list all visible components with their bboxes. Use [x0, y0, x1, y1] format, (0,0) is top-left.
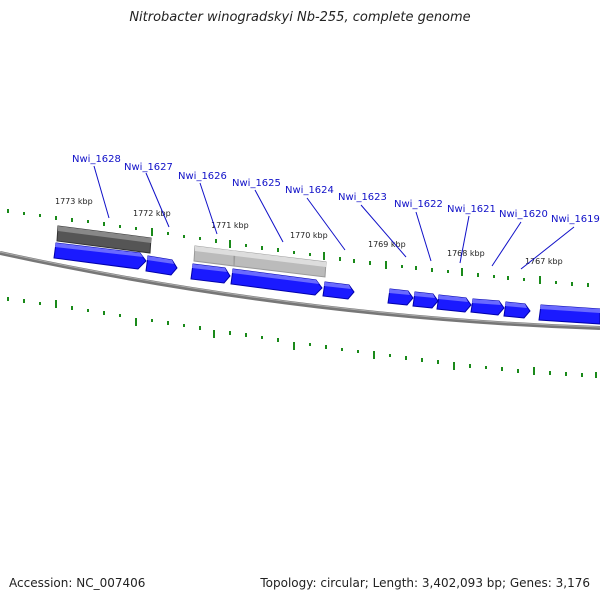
inner-tick-ring — [7, 297, 597, 378]
tick-label-1768: 1768 kbp — [447, 249, 485, 258]
gene-labels: Nwi_1628 Nwi_1627 Nwi_1626 Nwi_1625 Nwi_… — [72, 154, 600, 225]
tick-label-1770: 1770 kbp — [290, 231, 328, 240]
gene-label-nwi-1620[interactable]: Nwi_1620 — [499, 209, 548, 220]
gene-label-nwi-1625[interactable]: Nwi_1625 — [232, 178, 281, 189]
cds-feature-dark-shade — [58, 226, 151, 243]
accession-text: Accession: NC_007406 — [9, 576, 146, 590]
gene-label-nwi-1619[interactable]: Nwi_1619 — [551, 214, 600, 225]
map-title: Nitrobacter winogradskyi Nb-255, complet… — [129, 10, 471, 25]
cds-features — [56, 225, 327, 278]
tick-label-1767: 1767 kbp — [525, 257, 563, 266]
tick-label-1771: 1771 kbp — [211, 221, 249, 230]
genome-summary-text: Topology: circular; Length: 3,402,093 bp… — [260, 576, 590, 590]
tick-labels: 1773 kbp 1772 kbp 1771 kbp 1770 kbp 1769… — [55, 197, 563, 266]
gene-highlights — [55, 243, 600, 313]
genome-backbone — [0, 251, 600, 330]
gene-label-nwi-1623[interactable]: Nwi_1623 — [338, 192, 387, 203]
outer-tick-ring — [7, 209, 589, 287]
cds-feature-light-shade — [195, 246, 326, 267]
tick-label-1772: 1772 kbp — [133, 209, 171, 218]
gene-label-nwi-1622[interactable]: Nwi_1622 — [394, 199, 443, 210]
tick-label-1769: 1769 kbp — [368, 240, 406, 249]
gene-label-nwi-1628[interactable]: Nwi_1628 — [72, 154, 121, 165]
gene-label-nwi-1621[interactable]: Nwi_1621 — [447, 204, 496, 215]
tick-label-1773: 1773 kbp — [55, 197, 93, 206]
gene-label-nwi-1627[interactable]: Nwi_1627 — [124, 162, 173, 173]
gene-label-nwi-1626[interactable]: Nwi_1626 — [178, 171, 227, 182]
leader-lines — [93, 165, 575, 270]
genome-backbone-highlight — [0, 251, 600, 328]
gene-label-nwi-1624[interactable]: Nwi_1624 — [285, 185, 334, 196]
